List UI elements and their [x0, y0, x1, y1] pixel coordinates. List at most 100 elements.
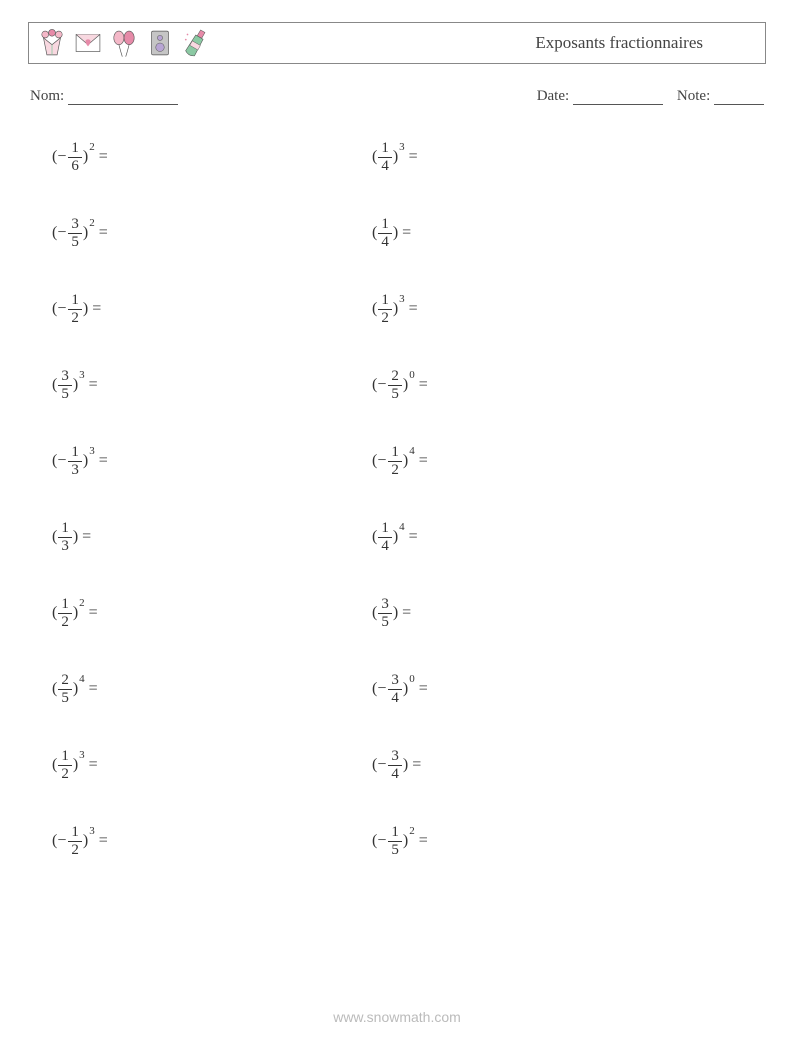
denominator: 3 — [68, 462, 82, 478]
fraction: 35 — [378, 597, 392, 630]
close-paren: ) — [83, 148, 88, 166]
fraction: 15 — [388, 825, 402, 858]
close-paren: ) — [73, 376, 78, 394]
denominator: 5 — [58, 690, 72, 706]
close-paren: ) — [73, 680, 78, 698]
equals-sign: = — [412, 756, 421, 774]
problem-item: (−12)4 = — [372, 439, 692, 483]
info-right: Date: Note: — [537, 88, 764, 105]
negative-sign: − — [57, 300, 66, 318]
denominator: 2 — [68, 310, 82, 326]
denominator: 5 — [378, 614, 392, 630]
close-paren: ) — [403, 680, 408, 698]
negative-sign: − — [57, 224, 66, 242]
close-paren: ) — [393, 604, 398, 622]
worksheet-title: Exposants fractionnaires — [535, 33, 753, 53]
denominator: 6 — [68, 158, 82, 174]
denominator: 3 — [58, 538, 72, 554]
grade-blank — [714, 90, 764, 105]
balloons-icon — [107, 26, 141, 60]
equals-sign: = — [409, 528, 418, 546]
equals-sign: = — [99, 224, 108, 242]
negative-sign: − — [57, 832, 66, 850]
numerator: 1 — [378, 521, 392, 538]
fraction: 12 — [58, 749, 72, 782]
name-label: Nom: — [30, 88, 64, 104]
info-row: Nom: Date: Note: — [28, 88, 766, 105]
denominator: 2 — [58, 614, 72, 630]
equals-sign: = — [99, 452, 108, 470]
open-paren: ( — [52, 756, 57, 774]
negative-sign: − — [57, 148, 66, 166]
problem-item: (35) = — [372, 591, 692, 635]
exponent: 3 — [399, 141, 405, 153]
bouquet-icon — [35, 26, 69, 60]
fraction: 14 — [378, 521, 392, 554]
date-blank — [573, 90, 663, 105]
envelope-icon — [71, 26, 105, 60]
equals-sign: = — [92, 300, 101, 318]
fraction: 34 — [388, 673, 402, 706]
numerator: 1 — [58, 749, 72, 766]
close-paren: ) — [73, 756, 78, 774]
close-paren: ) — [73, 604, 78, 622]
denominator: 5 — [68, 234, 82, 250]
exponent: 4 — [409, 445, 415, 457]
close-paren: ) — [83, 224, 88, 242]
close-paren: ) — [73, 528, 78, 546]
numerator: 3 — [388, 673, 402, 690]
exponent: 3 — [399, 293, 405, 305]
problem-item: (−35)2 = — [52, 211, 372, 255]
grade-field: Note: — [677, 88, 764, 105]
exponent: 2 — [409, 825, 415, 837]
numerator: 2 — [58, 673, 72, 690]
equals-sign: = — [402, 604, 411, 622]
grade-label: Note: — [677, 88, 710, 104]
problem-item: (−16)2 = — [52, 135, 372, 179]
negative-sign: − — [377, 452, 386, 470]
date-label: Date: — [537, 88, 569, 104]
negative-sign: − — [377, 680, 386, 698]
close-paren: ) — [83, 832, 88, 850]
negative-sign: − — [57, 452, 66, 470]
name-blank — [68, 90, 178, 105]
fraction: 12 — [388, 445, 402, 478]
problem-item: (14)4 = — [372, 515, 692, 559]
denominator: 4 — [378, 158, 392, 174]
close-paren: ) — [83, 452, 88, 470]
header-bar: Exposants fractionnaires — [28, 22, 766, 64]
worksheet-page: Exposants fractionnaires Nom: Date: Note… — [0, 0, 794, 1053]
equals-sign: = — [89, 604, 98, 622]
problem-item: (−34) = — [372, 743, 692, 787]
problem-item: (14) = — [372, 211, 692, 255]
equals-sign: = — [419, 832, 428, 850]
open-paren: ( — [372, 604, 377, 622]
fraction: 25 — [388, 369, 402, 402]
numerator: 1 — [58, 521, 72, 538]
equals-sign: = — [419, 376, 428, 394]
close-paren: ) — [393, 300, 398, 318]
equals-sign: = — [89, 680, 98, 698]
exponent: 3 — [89, 445, 95, 457]
fraction: 14 — [378, 141, 392, 174]
numerator: 3 — [68, 217, 82, 234]
fraction: 14 — [378, 217, 392, 250]
numerator: 3 — [378, 597, 392, 614]
open-paren: ( — [372, 148, 377, 166]
open-paren: ( — [52, 680, 57, 698]
problem-item: (25)4 = — [52, 667, 372, 711]
denominator: 4 — [388, 690, 402, 706]
denominator: 4 — [378, 234, 392, 250]
fraction: 12 — [58, 597, 72, 630]
numerator: 1 — [68, 141, 82, 158]
open-paren: ( — [372, 528, 377, 546]
numerator: 3 — [388, 749, 402, 766]
close-paren: ) — [403, 832, 408, 850]
fraction: 34 — [388, 749, 402, 782]
denominator: 2 — [68, 842, 82, 858]
close-paren: ) — [403, 376, 408, 394]
denominator: 2 — [378, 310, 392, 326]
header-icons — [35, 26, 213, 60]
problem-item: (−34)0 = — [372, 667, 692, 711]
equals-sign: = — [419, 680, 428, 698]
